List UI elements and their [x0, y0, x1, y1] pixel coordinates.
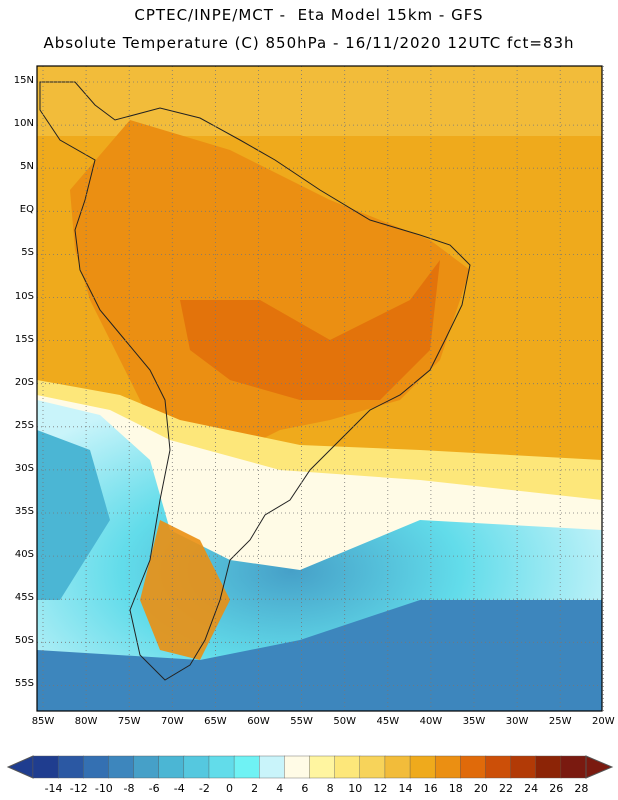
- colorbar-label: 18: [448, 782, 463, 795]
- colorbar-swatch: [158, 755, 185, 779]
- lat-label: 15S: [14, 333, 34, 345]
- colorbar-label: 14: [398, 782, 413, 795]
- colorbar-label: -6: [148, 782, 160, 795]
- continent-outline: [39, 81, 471, 681]
- colorbar-swatch: [334, 755, 361, 779]
- colorbar-label: 26: [549, 782, 564, 795]
- colorbar-label: 4: [276, 782, 284, 795]
- colorbar-label: -2: [198, 782, 210, 795]
- patagonia-warm: [140, 520, 230, 660]
- colorbar-swatch: [460, 755, 487, 779]
- colorbar-swatch: [233, 755, 260, 779]
- colorbar-swatch: [32, 755, 59, 779]
- colorbar-over-arrow: [585, 755, 614, 779]
- colorbar-swatch: [208, 755, 235, 779]
- colorbar-swatch: [309, 755, 336, 779]
- map-frame: [36, 65, 603, 712]
- colorbar-swatch: [108, 755, 135, 779]
- colorbar-label: -4: [173, 782, 185, 795]
- lon-label: 40W: [419, 716, 443, 727]
- cold-core: [37, 430, 110, 600]
- colorbar-label: 22: [499, 782, 514, 795]
- colorbar-label: 16: [423, 782, 438, 795]
- hot-core: [180, 260, 440, 400]
- lat-label: 20S: [14, 376, 34, 388]
- colorbar-swatch: [83, 755, 110, 779]
- colorbar: [6, 755, 614, 779]
- lon-label: 65W: [204, 716, 227, 727]
- cold-south: [37, 600, 602, 711]
- colorbar-swatch: [384, 755, 411, 779]
- colorbar-label: 24: [524, 782, 539, 795]
- colorbar-swatch: [510, 755, 537, 779]
- lon-label: 70W: [160, 716, 184, 727]
- colorbar-label: 8: [326, 782, 334, 795]
- colorbar-swatch: [183, 755, 210, 779]
- lon-label: 20W: [591, 716, 615, 727]
- lon-label: 55W: [290, 716, 313, 727]
- lat-label: 10N: [13, 118, 34, 130]
- colorbar-label: 0: [226, 782, 234, 795]
- colorbar-under-arrow: [6, 755, 34, 779]
- colorbar-swatch: [485, 755, 512, 779]
- lon-label: 80W: [74, 716, 98, 727]
- title-line-2: Absolute Temperature (C) 850hPa - 16/11/…: [43, 34, 575, 52]
- colorbar-swatch: [133, 755, 160, 779]
- lat-label: EQ: [19, 204, 34, 216]
- lat-label: 15N: [13, 75, 34, 86]
- colorbar-swatch: [359, 755, 386, 779]
- colorbar-swatch: [409, 755, 436, 779]
- lon-label: 75W: [117, 716, 141, 727]
- colorbar-label: 6: [301, 782, 309, 795]
- lat-label: 55S: [14, 678, 34, 690]
- colorbar-label: -12: [69, 782, 88, 795]
- lon-label: 60W: [247, 716, 270, 727]
- lon-label: 50W: [333, 716, 356, 727]
- lat-label: 5N: [20, 161, 34, 173]
- lat-label: 10S: [14, 290, 34, 302]
- colorbar-label: 10: [348, 782, 363, 795]
- colorbar-swatch: [434, 755, 462, 779]
- lat-label: 45S: [14, 592, 34, 604]
- lat-label: 5S: [21, 247, 34, 259]
- lon-label: 45W: [376, 716, 400, 727]
- lon-label: 30W: [505, 716, 529, 727]
- lat-label: 40S: [14, 549, 34, 561]
- colorbar-label: 28: [574, 782, 589, 795]
- lon-label: 35W: [462, 716, 486, 727]
- colorbar-label: 2: [251, 782, 259, 795]
- colorbar-swatch: [535, 755, 562, 779]
- lat-label: 25S: [14, 419, 34, 431]
- lat-label: 30S: [14, 462, 34, 474]
- colorbar-label: -10: [94, 782, 113, 795]
- lon-label: 85W: [31, 716, 55, 727]
- colorbar-swatch: [284, 755, 311, 779]
- colorbar-swatch: [560, 755, 587, 779]
- colorbar-label: -8: [123, 782, 135, 795]
- colorbar-swatch: [57, 755, 84, 779]
- colorbar-swatch: [259, 755, 286, 779]
- lat-label: 50S: [14, 635, 34, 647]
- colorbar-label: 20: [473, 782, 488, 795]
- colorbar-label: -14: [44, 782, 63, 795]
- title-line-1: CPTEC/INPE/MCT - Eta Model 15km - GFS: [134, 6, 484, 24]
- lat-label: 35S: [14, 506, 34, 517]
- colorbar-label: 12: [373, 782, 388, 795]
- lon-label: 25W: [548, 716, 572, 727]
